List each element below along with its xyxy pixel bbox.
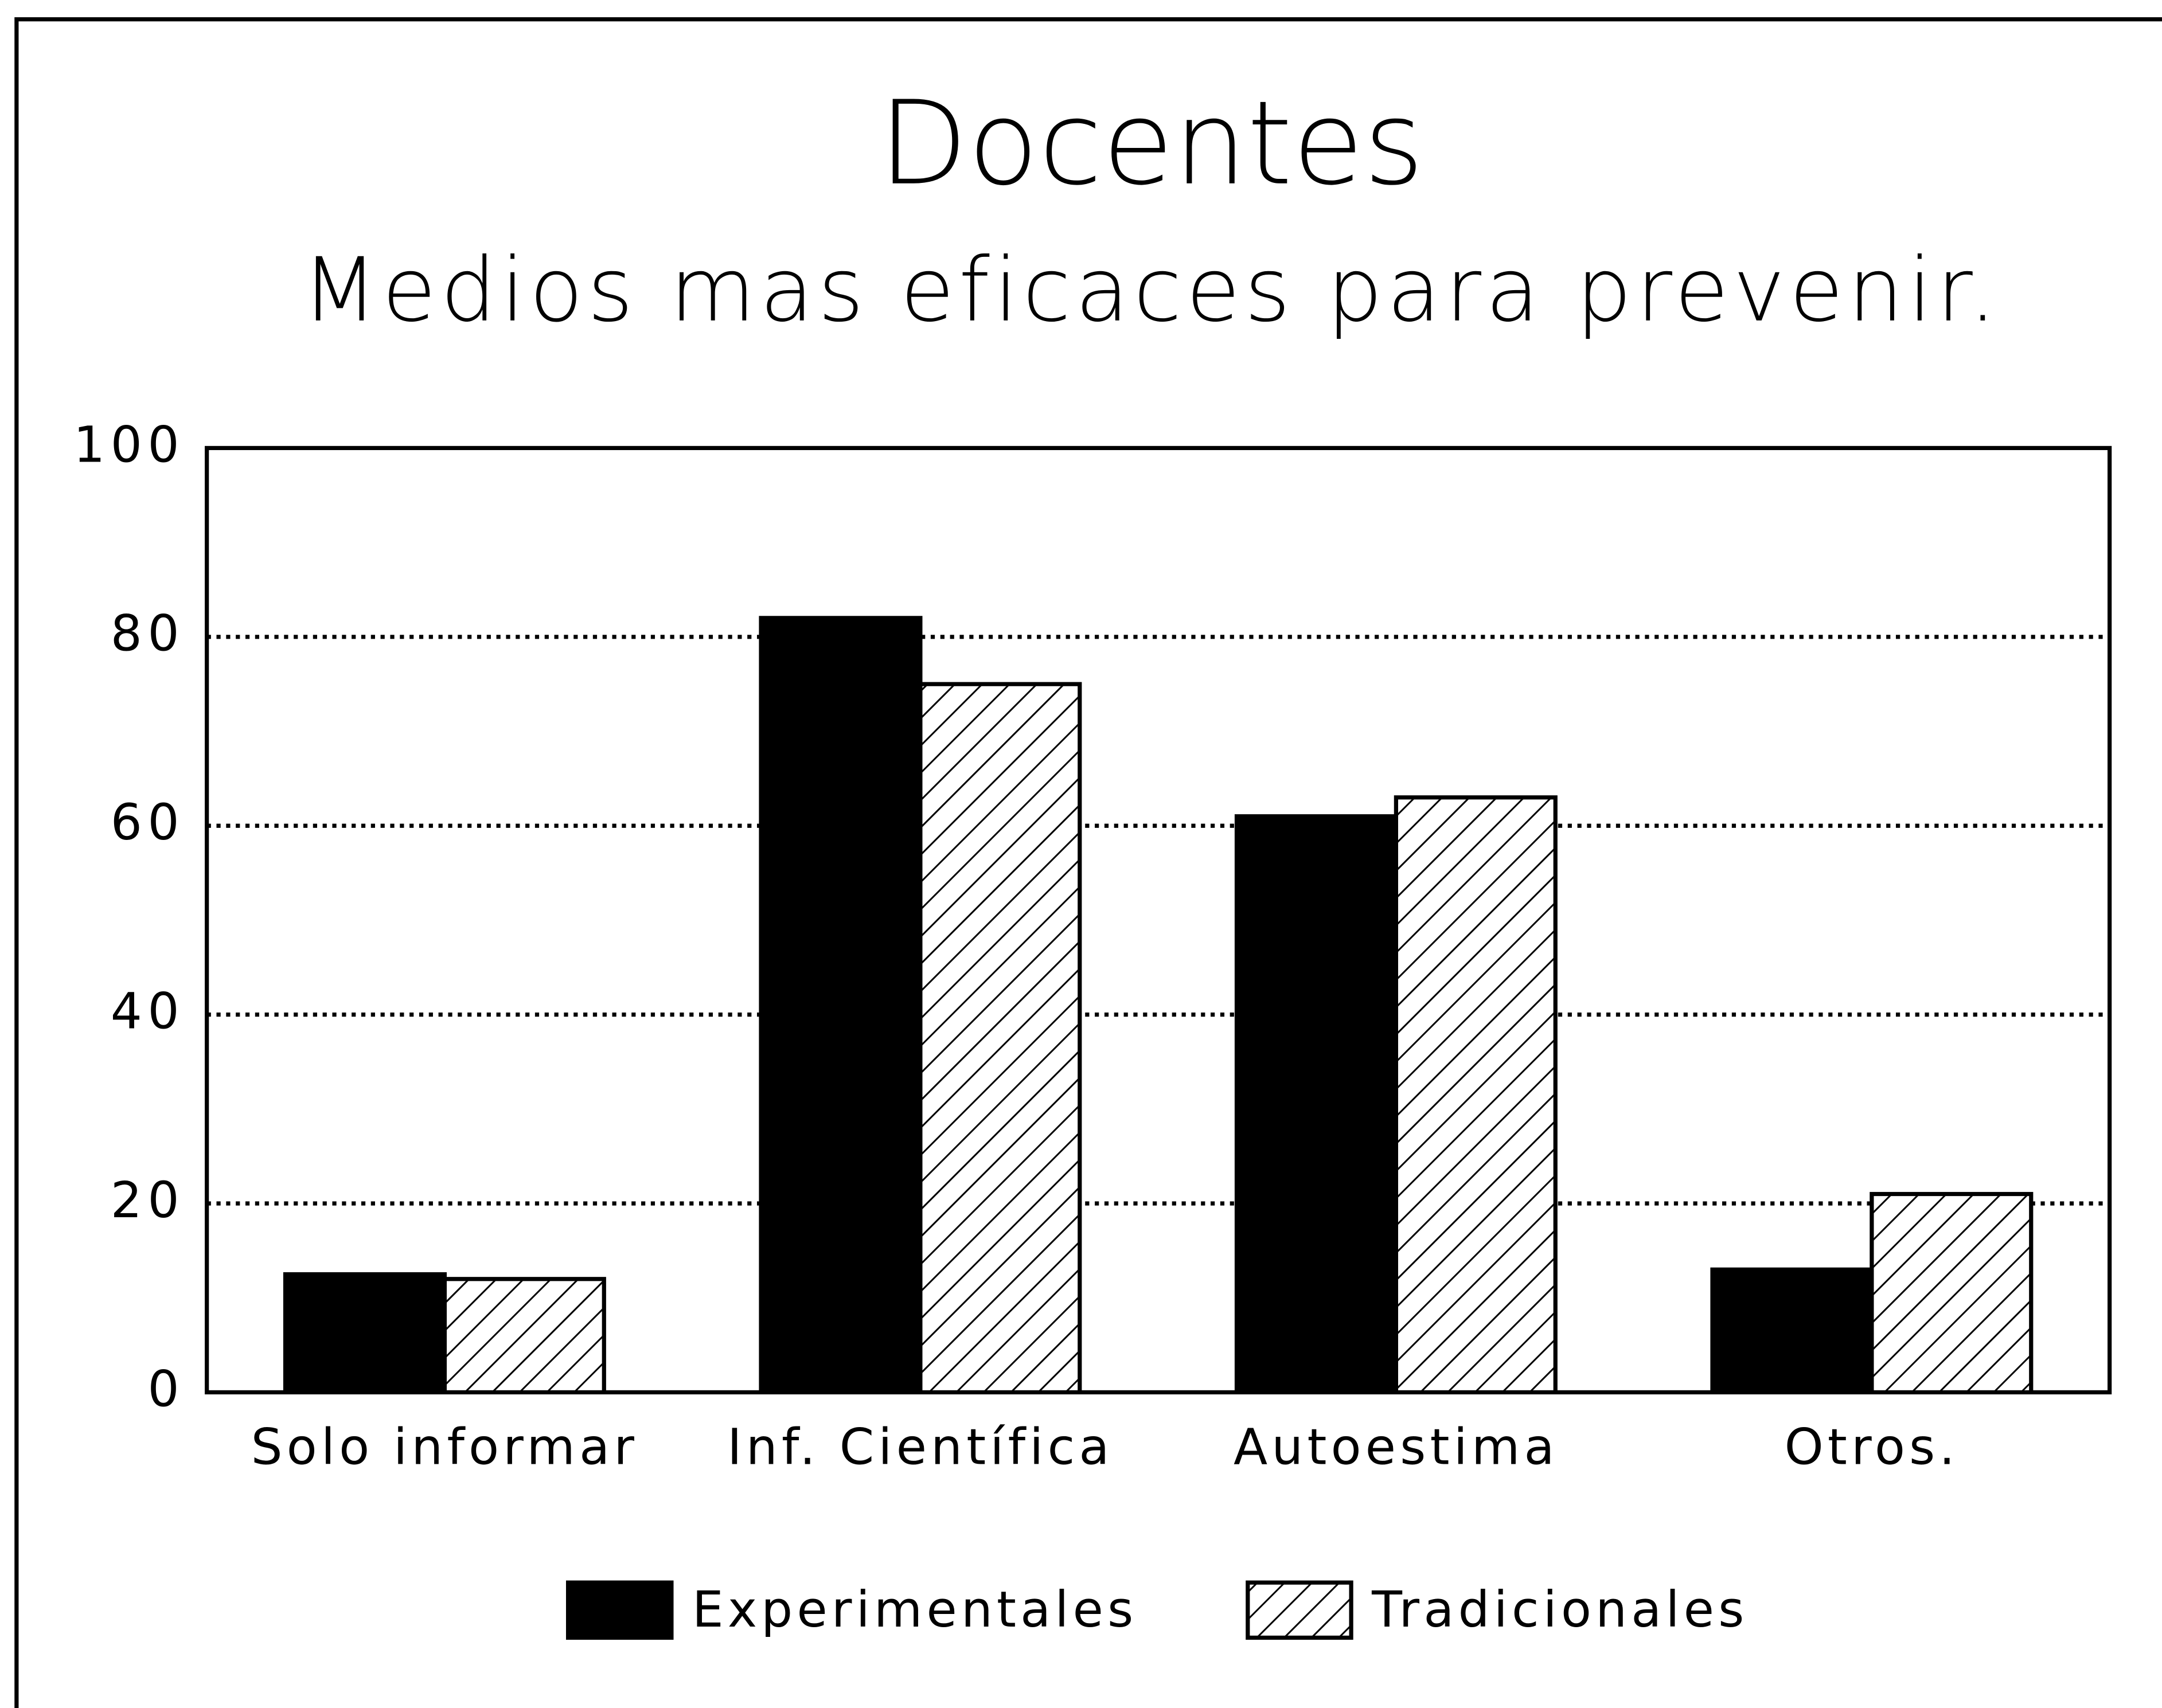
y-tick-label: 80 (111, 605, 185, 663)
bar (442, 1277, 606, 1394)
x-tick-label: Inf. Científica (727, 1418, 1113, 1476)
legend-label: Tradicionales (1371, 1581, 1748, 1639)
y-tick-label: 40 (111, 983, 185, 1041)
bar (918, 682, 1082, 1394)
plot-frame (205, 445, 2112, 1394)
bar (1870, 1191, 2034, 1395)
y-tick-label: 100 (73, 416, 185, 474)
bar (1710, 1267, 1874, 1395)
legend-swatch (565, 1580, 674, 1640)
bar (1394, 795, 1558, 1394)
legend-swatch (1246, 1580, 1353, 1640)
frame (14, 17, 2162, 1708)
chart-title: Docentes (879, 76, 1424, 211)
x-tick-label: Otros. (1785, 1418, 1960, 1476)
y-tick-label: 20 (111, 1172, 185, 1229)
bar (759, 616, 923, 1394)
y-tick-label: 0 (147, 1361, 185, 1418)
y-tick-label: 60 (111, 794, 185, 851)
bar (1234, 814, 1398, 1395)
chart-subtitle: Medios mas eficaces para prevenir. (302, 239, 2001, 342)
legend-label: Experimentales (692, 1581, 1137, 1639)
x-tick-label: Autoestima (1234, 1418, 1559, 1476)
bar (283, 1272, 447, 1394)
x-tick-label: Solo informar (251, 1418, 638, 1476)
